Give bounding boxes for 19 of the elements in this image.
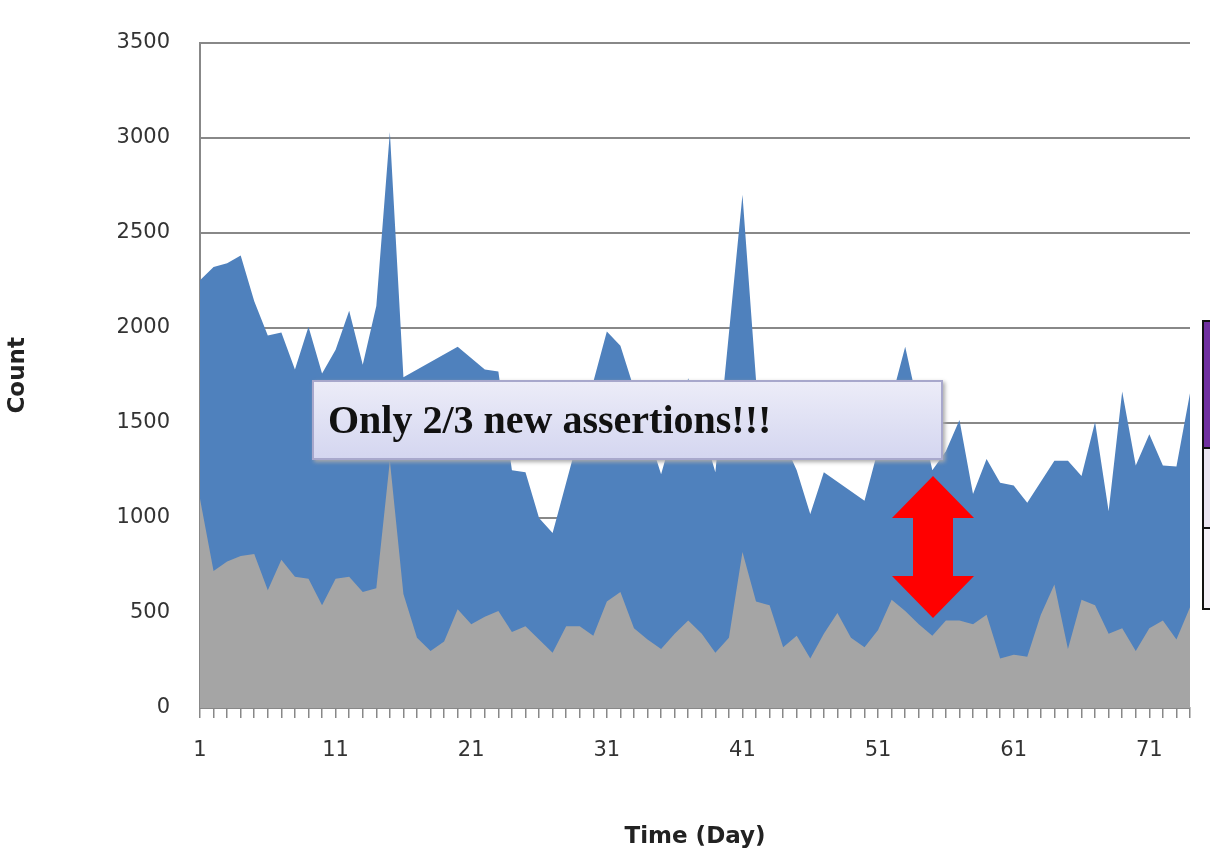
y-tick-label: 500 — [129, 599, 170, 624]
y-tick-label: 2500 — [116, 219, 170, 244]
annotation: Only 2/3 new assertions!!! — [328, 397, 772, 443]
x-tick-label: 21 — [457, 737, 485, 762]
y-tick-label: 3000 — [116, 124, 170, 149]
x-tick-label: 71 — [1135, 737, 1163, 762]
y-tick-label: 0 — [156, 694, 170, 719]
y-tick-label: 1500 — [116, 409, 170, 434]
y-tick-label: 1000 — [116, 504, 170, 529]
x-tick-label: 51 — [864, 737, 892, 762]
x-tick-label: 11 — [322, 737, 349, 762]
x-axis-title: Time (Day) — [624, 822, 766, 849]
y-axis-title: Count — [2, 337, 29, 414]
x-tick-label: 1 — [193, 737, 207, 762]
y-tick-label: 3500 — [116, 29, 170, 54]
x-tick-label: 41 — [729, 737, 756, 762]
x-tick-label: 61 — [1000, 737, 1028, 762]
x-tick-label: 31 — [593, 737, 621, 762]
y-tick-label: 2000 — [116, 314, 170, 339]
